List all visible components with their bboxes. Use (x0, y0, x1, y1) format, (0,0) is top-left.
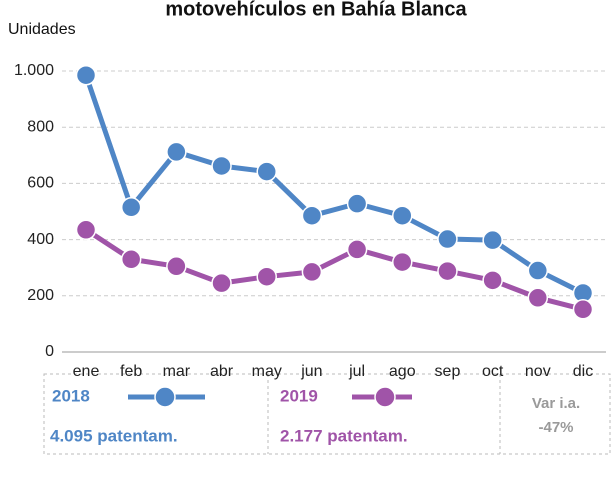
data-point (166, 141, 187, 163)
x-tick-label: ago (389, 363, 416, 380)
data-point (437, 260, 458, 282)
legend-total: 2.177 patentam. (280, 426, 408, 445)
data-point (437, 228, 458, 250)
data-point (346, 239, 368, 260)
data-point (211, 155, 232, 177)
data-point (301, 205, 323, 226)
data-point (392, 205, 413, 226)
legend (43, 373, 611, 455)
chart-title: motovehículos en Bahía Blanca (165, 0, 467, 20)
data-point (75, 219, 97, 241)
legend-label: 2019 (280, 386, 318, 405)
y-tick-label: 800 (27, 118, 54, 135)
data-point (527, 287, 549, 309)
x-tick-label: may (252, 363, 282, 380)
x-tick-label: feb (120, 363, 142, 380)
data-point (301, 261, 323, 283)
x-tick-label: oct (482, 363, 504, 380)
data-point (527, 260, 549, 281)
y-tick-label: 1.000 (14, 62, 54, 79)
variation-label: Var i.a. (532, 395, 580, 412)
y-tick-label: 0 (45, 343, 54, 360)
x-tick-label: mar (163, 363, 191, 380)
legend-label: 2018 (52, 386, 90, 405)
data-point (120, 249, 142, 270)
x-tick-label: nov (525, 363, 551, 380)
variation-value: -47% (538, 419, 573, 436)
legend-total: 4.095 patentam. (50, 426, 178, 445)
y-tick-label: 400 (27, 231, 54, 248)
data-point (211, 272, 232, 294)
data-point (482, 229, 503, 251)
x-tick-label: jun (300, 363, 322, 380)
y-tick-label: 200 (27, 287, 54, 304)
series-line (84, 227, 584, 312)
x-tick-label: abr (210, 363, 234, 380)
y-axis-label: Unidades (8, 21, 76, 38)
legend-marker (374, 386, 396, 408)
data-point (572, 299, 594, 320)
x-tick-label: sep (435, 363, 461, 380)
x-tick-label: ene (73, 363, 100, 380)
data-point (166, 256, 187, 277)
legend-marker (154, 386, 176, 408)
legend-box (43, 373, 611, 455)
x-tick-label: dic (573, 363, 593, 380)
y-tick-label: 600 (27, 175, 54, 192)
data-point (75, 64, 97, 86)
data-point (346, 193, 368, 214)
x-tick-label: jul (348, 363, 365, 380)
data-point (256, 266, 277, 287)
data-point (256, 161, 277, 182)
data-point (482, 270, 503, 291)
data-point (120, 197, 142, 218)
data-point (392, 251, 413, 273)
